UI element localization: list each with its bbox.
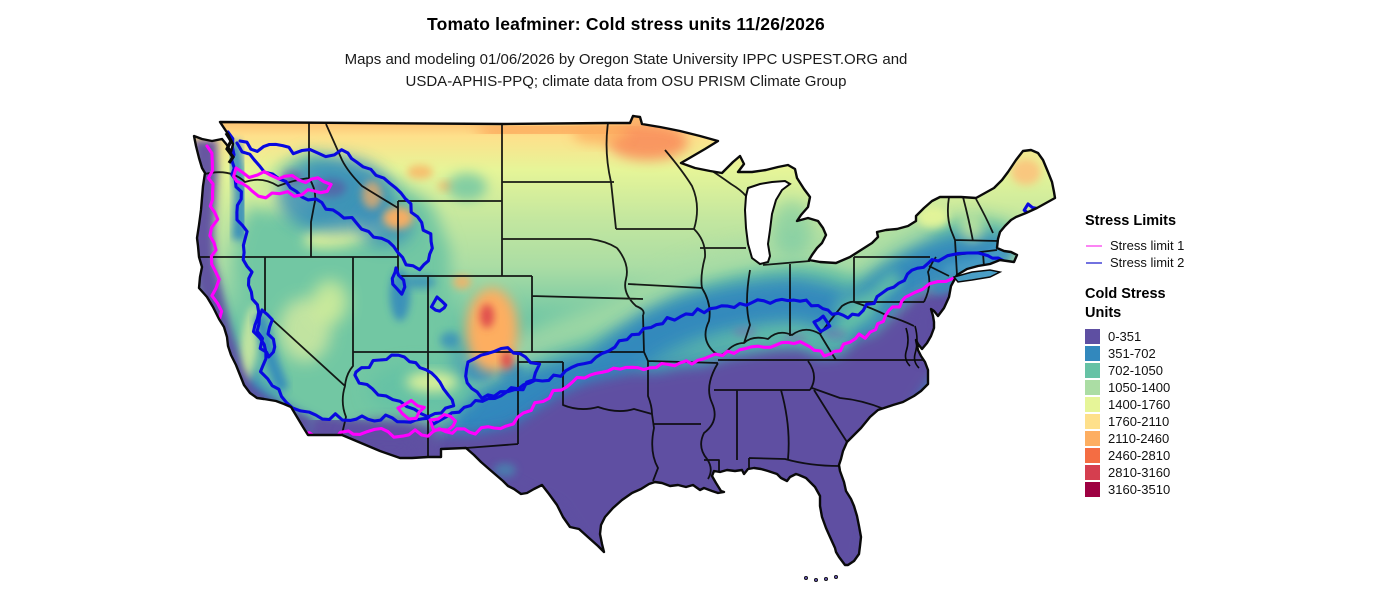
legend-color-swatch: [1085, 329, 1100, 344]
stress-limit-line-sample: [1086, 261, 1102, 264]
legend-color-swatch: [1085, 397, 1100, 412]
puget-sound: [224, 132, 235, 164]
chesapeake-bay-inlets: [904, 325, 920, 369]
cold-stress-class-rows: 0-351 351-702 702-1050 1050-1400 1400-17…: [1085, 328, 1225, 498]
legend-class-row: 0-351: [1085, 328, 1225, 345]
legend-class-row: 1050-1400: [1085, 379, 1225, 396]
stress-limit-2-contour: [226, 130, 1041, 426]
stress-limits-rows: Stress limit 1 Stress limit 2: [1085, 237, 1225, 271]
legend-class-row: 2460-2810: [1085, 447, 1225, 464]
legend-color-swatch: [1085, 380, 1100, 395]
stress-limits-title: Stress Limits: [1085, 213, 1177, 229]
map-fill-layer: [194, 116, 1055, 565]
legend-class-label: 702-1050: [1108, 363, 1163, 378]
subtitle-line-2: USDA-APHIS-PPQ; climate data from OSU PR…: [405, 73, 847, 90]
map-header: Tomato leafminer: Cold stress units 11/2…: [0, 14, 1252, 93]
legend-class-label: 2110-2460: [1108, 431, 1170, 446]
legend-class-label: 2810-3160: [1108, 465, 1171, 480]
cold-stress-units-title: Cold Stress Units: [1085, 285, 1225, 323]
legend-class-row: 2810-3160: [1085, 464, 1225, 481]
subtitle-line-1: Maps and modeling 01/06/2026 by Oregon S…: [344, 51, 908, 68]
legend-color-swatch: [1085, 431, 1100, 446]
conus-outline: [192, 114, 1057, 567]
legend-class-row: 1400-1760: [1085, 396, 1225, 413]
legend-class-row: 351-702: [1085, 345, 1225, 362]
legend-class-row: 702-1050: [1085, 362, 1225, 379]
legend-class-label: 0-351: [1108, 329, 1142, 344]
legend-class-row: 2110-2460: [1085, 430, 1225, 447]
legend-class-label: 3160-3510: [1108, 482, 1171, 497]
map-subtitle: Maps and modeling 01/06/2026 by Oregon S…: [0, 49, 1252, 93]
units-title-line-2: Units: [1085, 305, 1122, 321]
legend-color-swatch: [1085, 448, 1100, 463]
legend-class-label: 351-702: [1108, 346, 1156, 361]
stress-limit-line-sample: [1086, 244, 1102, 247]
stress-limit-label: Stress limit 1: [1110, 238, 1185, 253]
legend-color-swatch: [1085, 482, 1100, 497]
stress-limit-row: Stress limit 2: [1085, 254, 1225, 271]
lake-michigan: [743, 179, 792, 266]
legend-color-swatch: [1085, 465, 1100, 480]
long-island: [952, 269, 1003, 283]
legend-class-label: 1760-2110: [1108, 414, 1170, 429]
map-legend: Stress Limits Stress limit 1 Stress limi…: [1085, 212, 1225, 498]
units-title-line-1: Cold Stress: [1085, 286, 1166, 302]
legend-class-row: 3160-3510: [1085, 481, 1225, 498]
legend-class-label: 1400-1760: [1108, 397, 1171, 412]
stress-limit-label: Stress limit 2: [1110, 255, 1185, 270]
stress-limit-row: Stress limit 1: [1085, 237, 1225, 254]
legend-color-swatch: [1085, 346, 1100, 361]
legend-class-label: 1050-1400: [1108, 380, 1171, 395]
legend-color-swatch: [1085, 363, 1100, 378]
legend-class-row: 1760-2110: [1085, 413, 1225, 430]
legend-color-swatch: [1085, 414, 1100, 429]
florida-keys: [804, 575, 839, 583]
page-title: Tomato leafminer: Cold stress units 11/2…: [427, 14, 825, 34]
legend-class-label: 2460-2810: [1108, 448, 1171, 463]
